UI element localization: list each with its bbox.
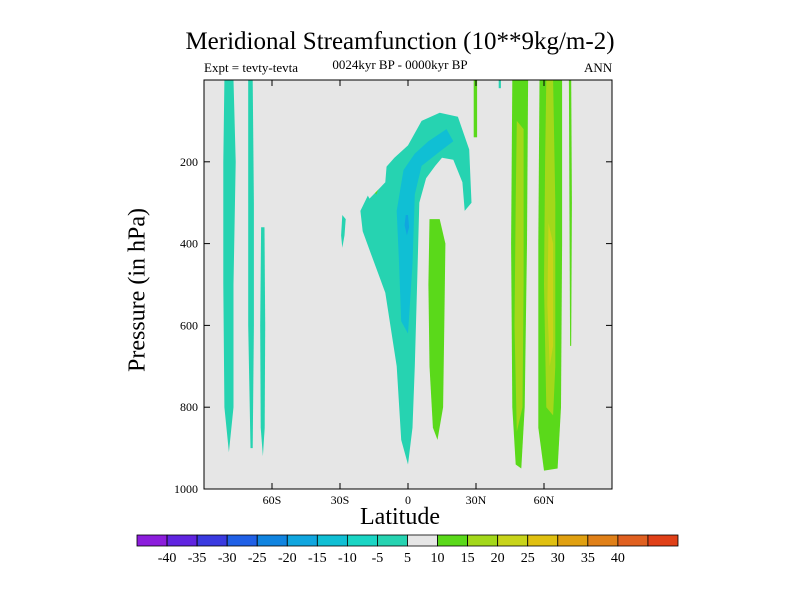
colorbar-label: 10 [431,551,445,566]
x-tick-label: 60S [263,493,282,507]
contour-region-sh-polar-column-a [223,80,236,453]
x-tick-label: 30S [331,493,350,507]
colorbar-swatch [166,534,198,547]
period-subtitle: 0024kyr BP - 0000kyr BP [332,57,468,72]
colorbar-label: -15 [308,551,327,566]
colorbar-swatch [316,534,348,547]
colorbar-swatch [647,534,679,547]
colorbar-label: 30 [551,551,565,566]
contour-region-nh-upper-tip [498,80,501,89]
contour-region-nh-tropical-cell [428,219,446,440]
x-tick-label: 60N [534,493,555,507]
contour-region-tropical-core [396,129,454,334]
colorbar-swatch [346,534,378,547]
colorbar-label: -35 [188,551,207,566]
colorbar-swatch [196,534,228,547]
colorbar-swatch [226,534,258,547]
season-subtitle: ANN [584,60,613,75]
colorbar-swatch [256,534,288,547]
contour-region-sh-midlat-blob [341,215,346,248]
y-tick-label: 400 [180,237,198,251]
contour-region-nh-narrow-upper [473,80,478,138]
colorbar-label: 15 [461,551,475,566]
colorbar-swatch [497,534,529,547]
contour-region-nh-high-lat-thin [568,80,572,346]
y-tick-label: 600 [180,318,198,332]
colorbar-swatch [286,534,318,547]
colorbar-label: -30 [218,551,237,566]
axes: 60S 30S 0 30N 60N 200 400 600 800 1000 [174,79,613,507]
colorbar-label: 20 [491,551,505,566]
colorbar: -40 -35 -30 -25 -20 -15 -10 -5 5 10 15 20 25 30 35 40 [136,534,679,566]
colorbar-label: 40 [611,551,625,566]
contour-region-sh-polar-column-c [260,227,266,457]
x-tick-label: 30N [466,493,487,507]
colorbar-label: 35 [581,551,595,566]
colorbar-swatch [467,534,499,547]
chart-title: Meridional Streamfunction (10**9kg/m-2) [185,28,615,55]
colorbar-swatch [437,534,469,547]
colorbar-label: 25 [521,551,535,566]
contour-region-sh-subtropical-outline [360,133,388,199]
colorbar-swatch [377,534,408,547]
y-tick-label: 200 [180,155,198,169]
contour-region-nh-second-cell-core [547,223,554,367]
contour-region-sh-polar-column-b [248,80,254,449]
colorbar-swatch [136,534,168,547]
colorbar-swatch [557,534,589,547]
colorbar-label: -10 [338,551,357,566]
colorbar-label: -25 [248,551,267,566]
colorbar-label: -20 [278,551,297,566]
colorbar-label: 5 [404,551,411,566]
colorbar-label: -5 [372,551,384,566]
colorbar-swatch [527,534,559,547]
x-tick-label: 0 [405,493,411,507]
experiment-subtitle: Expt = tevty-tevta [204,60,298,75]
colorbar-label: -40 [158,551,177,566]
x-axis-label: Latitude [360,504,440,530]
colorbar-swatch [617,534,649,547]
contour-region-tropical-negative-cell [360,112,472,465]
contour-region-tropical-core-inner [404,215,410,236]
plot-area [204,80,612,489]
contour-region-nh-polar-cell-inner [514,120,524,432]
y-tick-label: 1000 [174,482,198,496]
y-tick-label: 800 [180,400,198,414]
colorbar-swatch [587,534,619,547]
colorbar-swatch [407,534,438,547]
